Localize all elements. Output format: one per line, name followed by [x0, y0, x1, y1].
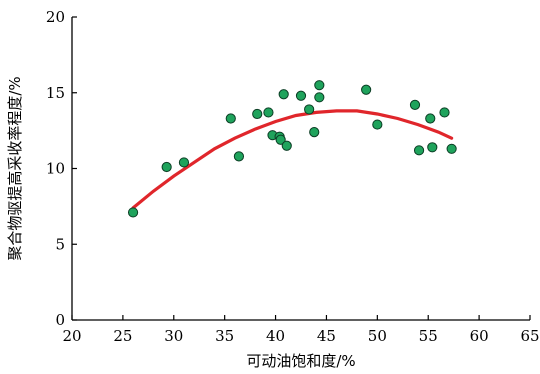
- x-ticks: 20 25 30 35 40 45 50 55 60 65: [62, 315, 540, 345]
- data-point: [427, 142, 438, 153]
- data-point: [252, 108, 263, 120]
- data-point: [372, 119, 383, 130]
- data-point: [281, 140, 292, 151]
- data-point: [314, 92, 325, 103]
- y-tick-label: 5: [55, 235, 65, 253]
- data-point: [309, 127, 320, 138]
- data-point: [225, 113, 236, 124]
- data-point: [304, 104, 315, 115]
- x-axis-title: 可动油饱和度/%: [246, 352, 355, 370]
- data-point: [409, 99, 421, 110]
- x-tick-label: 20: [62, 327, 81, 345]
- y-axis-title: 聚合物驱提高采收率程度/%: [6, 76, 24, 260]
- data-point: [161, 161, 172, 173]
- x-tick-label: 45: [317, 327, 336, 345]
- y-tick-label: 10: [46, 160, 65, 178]
- data-point: [361, 84, 372, 95]
- axes: [71, 17, 530, 321]
- data-points: [127, 80, 457, 218]
- x-tick-label: 25: [113, 327, 132, 345]
- data-point: [413, 145, 425, 156]
- data-point: [127, 207, 139, 218]
- data-point: [275, 134, 286, 145]
- x-tick-label: 40: [266, 327, 285, 345]
- data-point: [233, 151, 245, 162]
- data-point: [295, 90, 307, 101]
- x-tick-label: 35: [215, 327, 234, 345]
- data-point: [439, 107, 450, 118]
- x-tick-label: 50: [368, 327, 387, 345]
- y-tick-label: 20: [46, 8, 65, 26]
- y-ticks: 0 5 10 15 20: [46, 8, 77, 329]
- fit-curve: [131, 109, 454, 210]
- y-tick-label: 15: [46, 84, 65, 102]
- data-point: [178, 157, 190, 168]
- y-tick-label: 0: [55, 311, 65, 329]
- x-tick-label: 30: [164, 327, 183, 345]
- x-tick-label: 55: [419, 327, 438, 345]
- x-tick-label: 65: [520, 327, 539, 345]
- data-point: [263, 107, 274, 118]
- data-point: [446, 143, 457, 154]
- x-tick-label: 60: [470, 327, 489, 345]
- data-point: [278, 89, 289, 100]
- data-point: [425, 113, 436, 124]
- data-point: [314, 80, 325, 91]
